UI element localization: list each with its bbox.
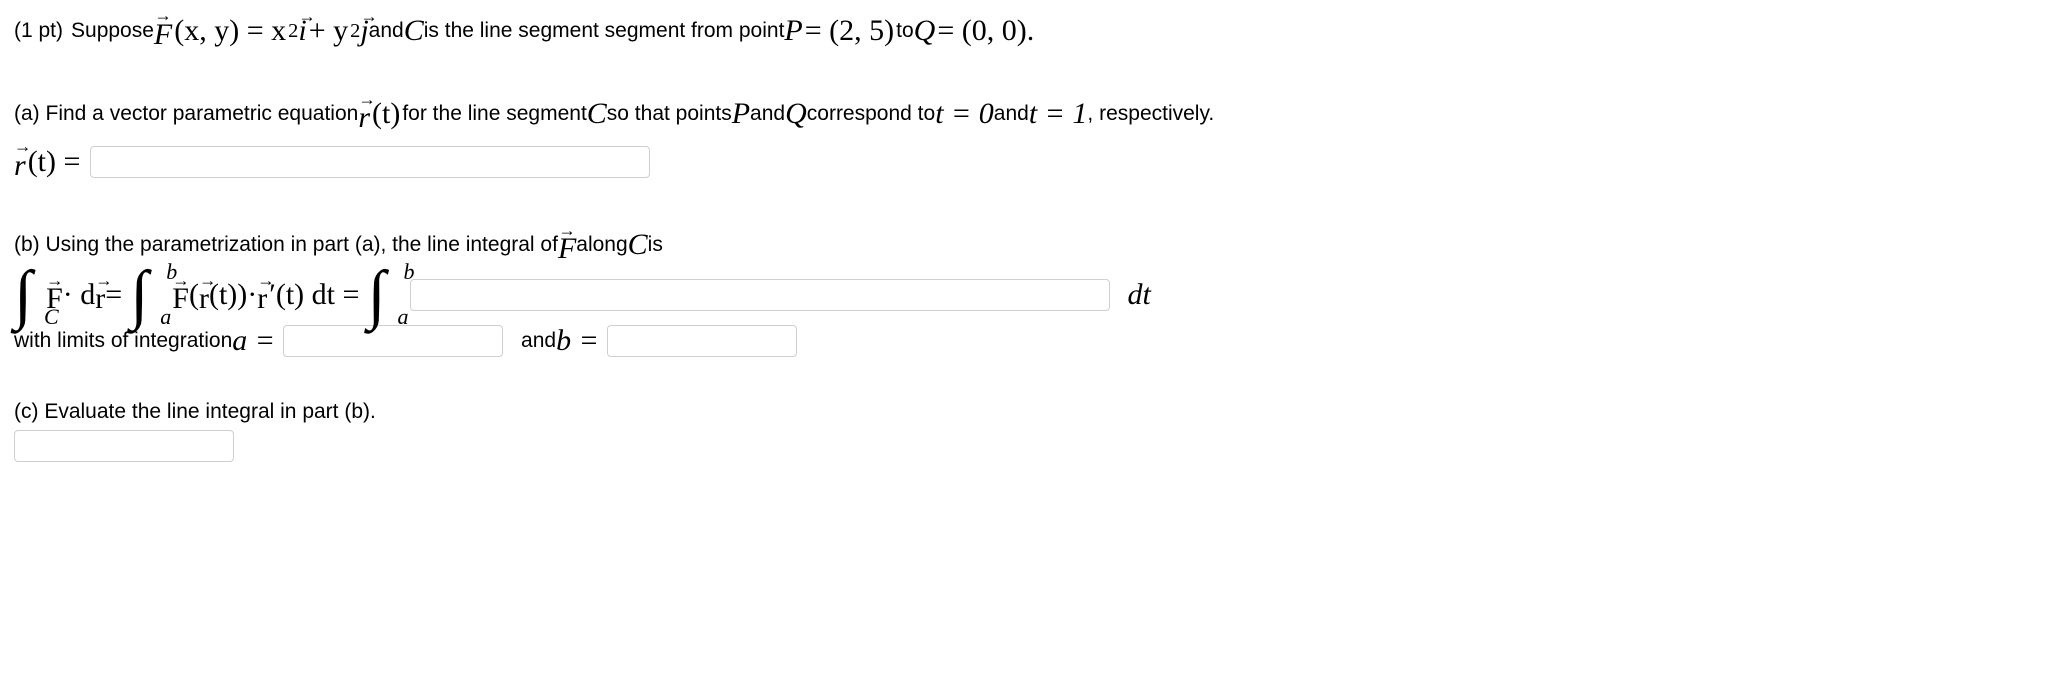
- intro-C: C: [404, 14, 424, 48]
- intro-to: to: [896, 19, 914, 43]
- answer-b-b-input[interactable]: [607, 325, 797, 357]
- intro-Q: Q: [914, 14, 936, 48]
- intro-suppose: Suppose: [71, 19, 154, 43]
- problem-intro: (1 pt) Suppose →F (x, y) = x2 →i + y2 →j…: [14, 10, 2032, 52]
- part-b-integral: ∫C →F · d →r = ∫ab →F ( →r (t)) · →r ′ (…: [14, 272, 2032, 318]
- c-text: (c) Evaluate the line integral in part (…: [14, 400, 376, 424]
- part-b-limits: with limits of integration a = and b =: [14, 324, 2032, 358]
- answer-a-input[interactable]: [90, 146, 650, 178]
- intro-mid: is the line segment segment from point: [424, 19, 785, 43]
- a-after1: so that points: [607, 102, 732, 126]
- answer-b-a-input[interactable]: [283, 325, 503, 357]
- intro-eqP: = (2, 5): [803, 14, 896, 48]
- intro-formula: →F (x, y) = x2 →i + y2 →j: [154, 10, 369, 52]
- answer-b-integrand-input[interactable]: [410, 279, 1110, 311]
- points-label: (1 pt): [14, 19, 63, 43]
- part-a-answer: →r (t) =: [14, 141, 2032, 183]
- b-limits-label: with limits of integration: [14, 329, 232, 353]
- b-along: along: [576, 233, 627, 257]
- a-after2: correspond to: [807, 102, 935, 126]
- b-dt: dt: [1128, 278, 1151, 312]
- part-a-text: (a) Find a vector parametric equation →r…: [14, 94, 2032, 136]
- intro-P: P: [784, 14, 802, 48]
- a-resp: , respectively.: [1087, 102, 1214, 126]
- answer-c-input[interactable]: [14, 430, 234, 462]
- part-c-text: (c) Evaluate the line integral in part (…: [14, 400, 2032, 424]
- b-is: is: [648, 233, 663, 257]
- a-before: (a) Find a vector parametric equation: [14, 102, 358, 126]
- a-and: and: [750, 102, 785, 126]
- a-mid: for the line segment: [402, 102, 586, 126]
- b-text: (b) Using the parametrization in part (a…: [14, 233, 558, 257]
- part-c-answer: [14, 430, 2032, 462]
- b-and: and: [521, 329, 556, 353]
- a-and2: and: [994, 102, 1029, 126]
- part-b-text: (b) Using the parametrization in part (a…: [14, 225, 2032, 267]
- intro-eqQ: = (0, 0).: [935, 14, 1036, 48]
